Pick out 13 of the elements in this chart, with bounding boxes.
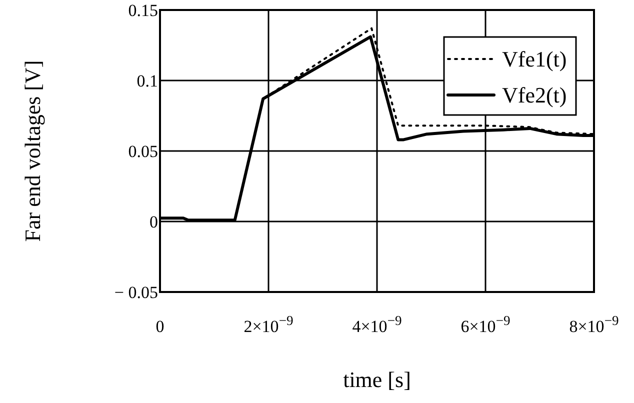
legend-label: Vfe1(t): [502, 46, 567, 72]
y-axis-title: Far end voltages [V]: [20, 60, 45, 242]
x-tick-label: 8×10$^{−9}$: [569, 312, 619, 336]
y-tick-label: 0: [150, 212, 158, 232]
y-tick-label: 0.05: [128, 142, 158, 161]
x-axis-title: time [s]: [343, 367, 411, 392]
y-tick-label: 0.15: [128, 0, 158, 20]
x-tick-label: 4×10$^{−9}$: [352, 312, 402, 336]
y-tick-label: − 0.05: [114, 282, 158, 302]
x-tick-label: 6×10$^{−9}$: [460, 312, 510, 336]
x-tick-label: 2×10$^{−9}$: [244, 312, 294, 336]
legend-label: Vfe2(t): [502, 82, 567, 108]
y-tick-label: 0.1: [136, 71, 158, 90]
